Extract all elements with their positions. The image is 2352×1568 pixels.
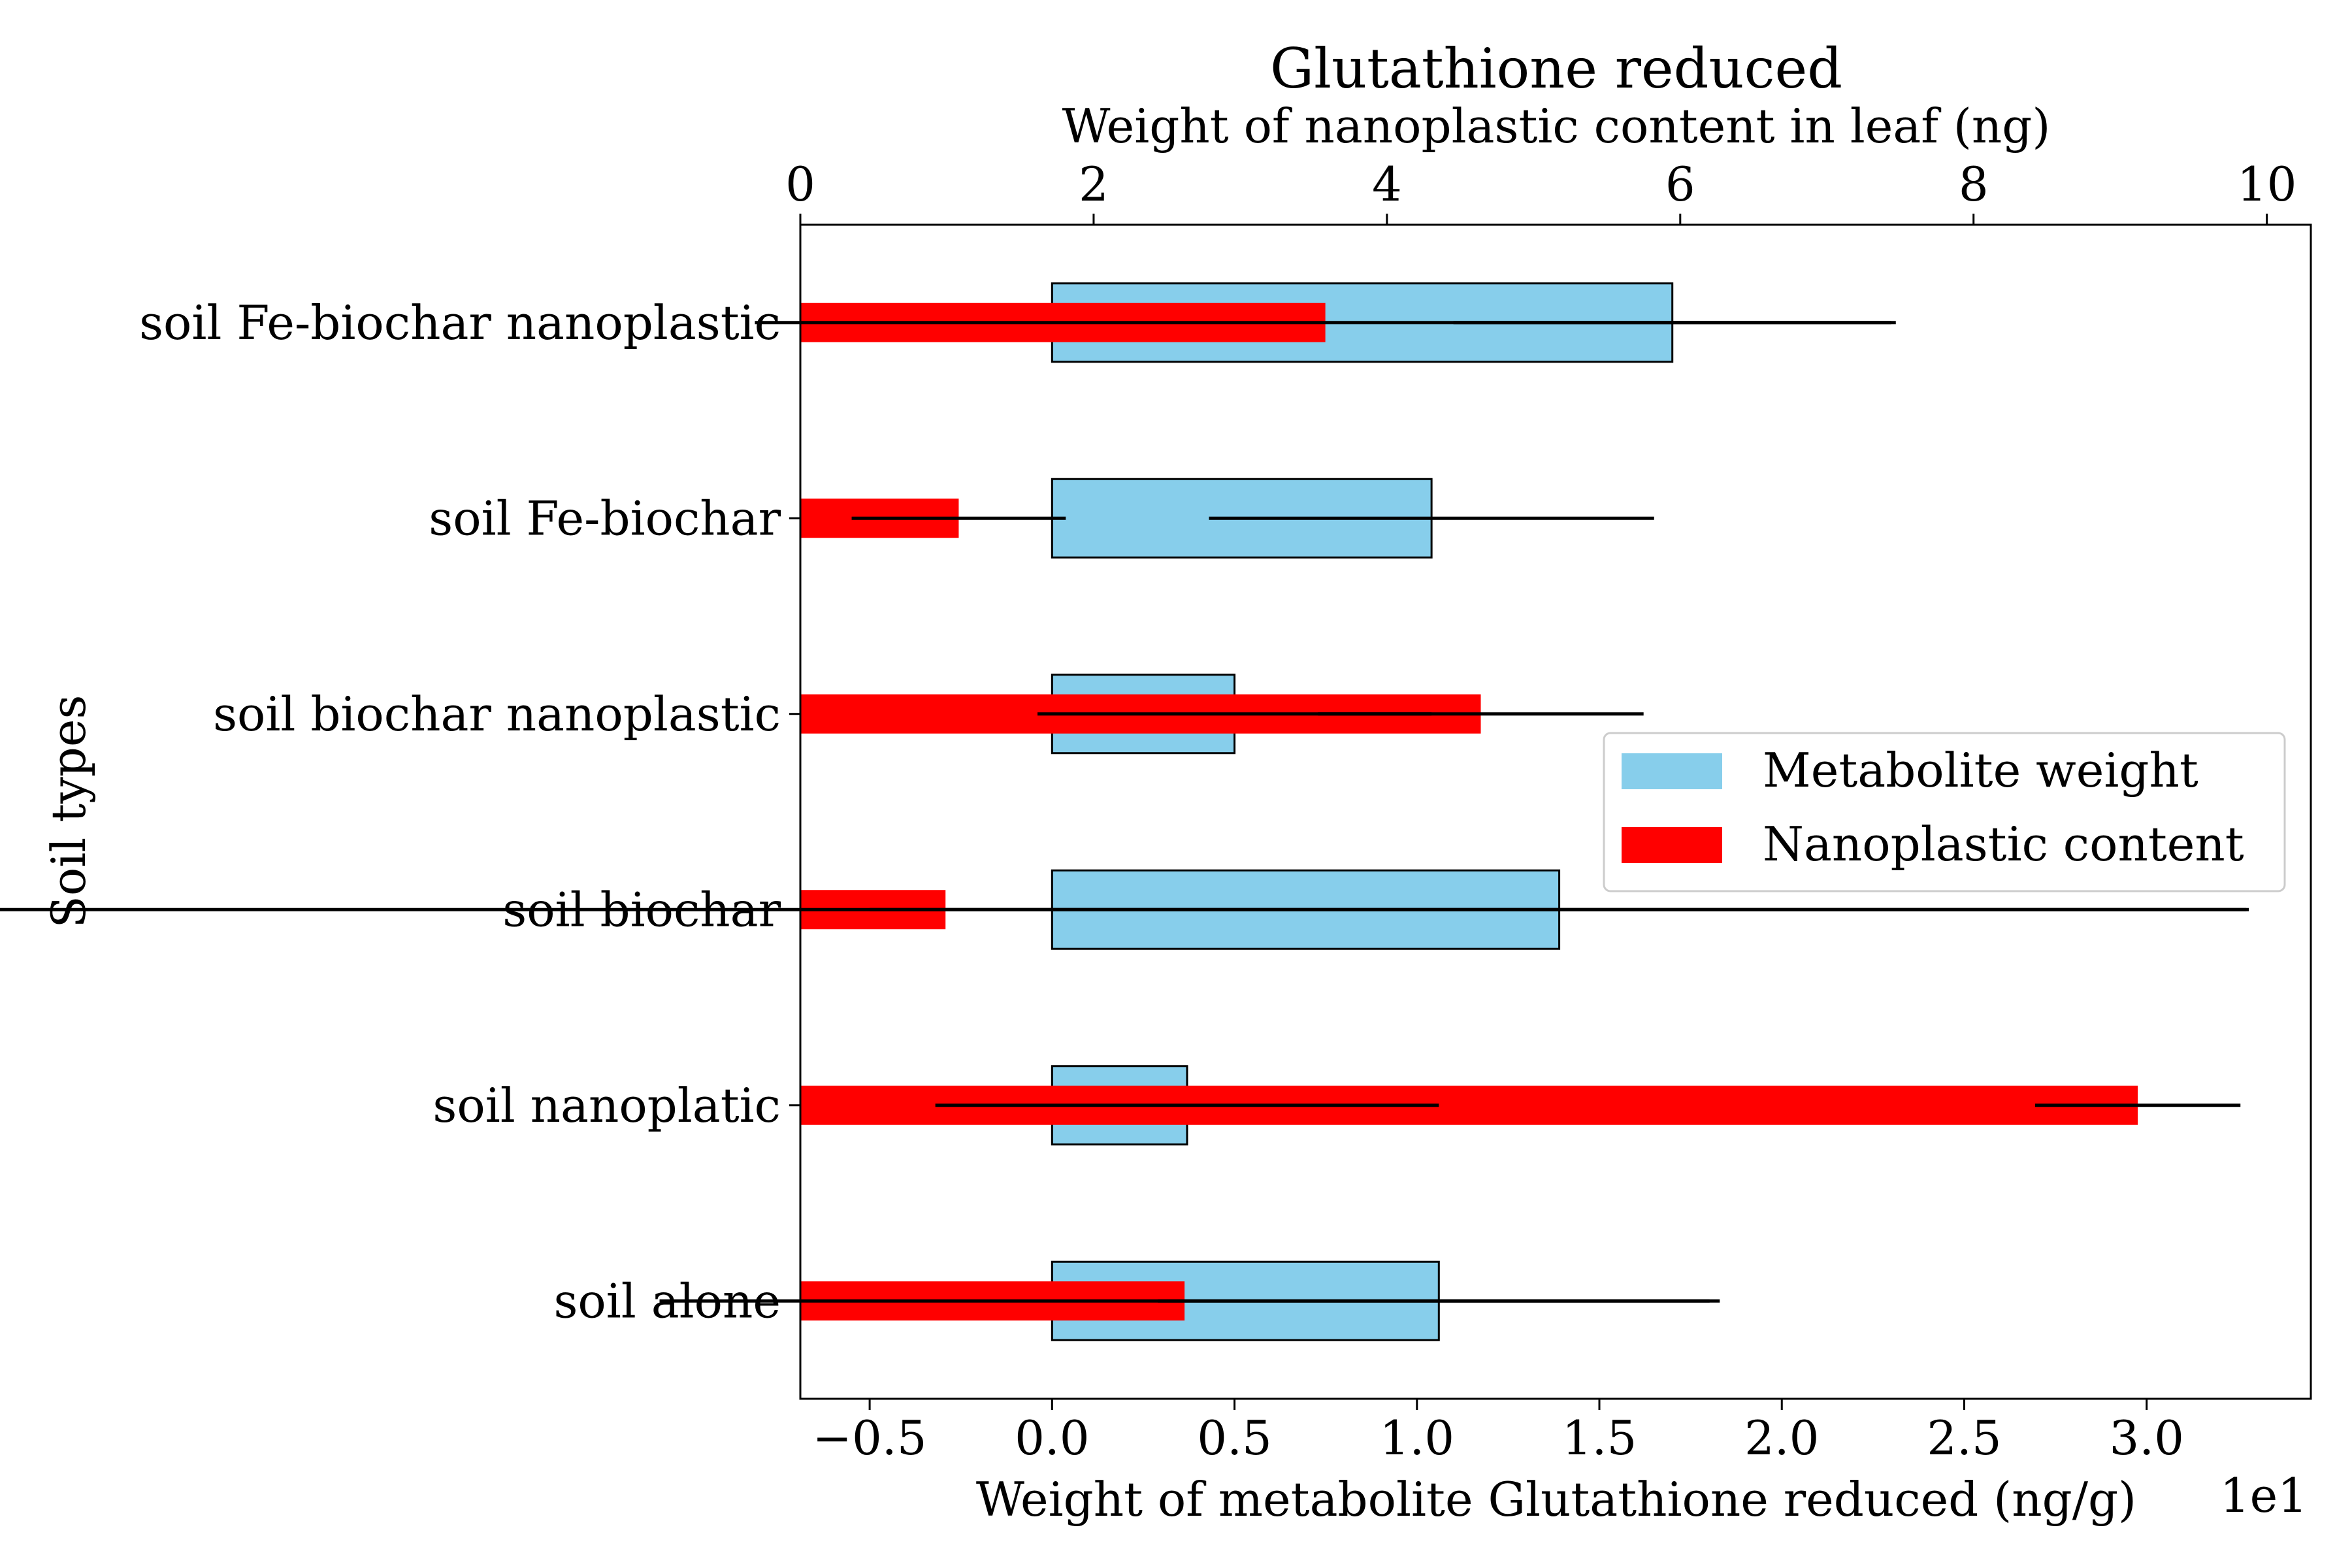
y-axis-tick-label: soil alone xyxy=(553,1273,781,1328)
legend-label-metabolite: Metabolite weight xyxy=(1763,743,2198,798)
top-axis-tick-label: 2 xyxy=(1079,157,1109,212)
bottom-axis-tick-label: 1.5 xyxy=(1562,1411,1637,1465)
legend-swatch-metabolite xyxy=(1622,753,1722,789)
chart-title: Glutathione reduced xyxy=(1270,37,1842,101)
top-axis-label: Weight of nanoplastic content in leaf (n… xyxy=(1062,99,2051,154)
legend-label-nanoplastic: Nanoplastic content xyxy=(1763,817,2244,872)
legend-frame xyxy=(1603,732,2286,892)
y-axis-tick-label: soil Fe-biochar xyxy=(429,491,781,546)
legend-swatch-nanoplastic xyxy=(1622,827,1722,863)
bottom-axis-label: Weight of metabolite Glutathione reduced… xyxy=(976,1472,2136,1527)
bottom-axis-tick-label: 0.5 xyxy=(1197,1411,1272,1465)
top-axis-tick-label: 10 xyxy=(2237,157,2297,212)
bottom-axis-tick-label: 0.0 xyxy=(1015,1411,1090,1465)
bottom-axis-tick-label: 1.0 xyxy=(1380,1411,1455,1465)
axis-scale-note: 1e1 xyxy=(2220,1468,2308,1523)
y-axis-tick-label: soil nanoplatic xyxy=(433,1078,781,1133)
top-axis-tick-label: 4 xyxy=(1372,157,1402,212)
top-axis-tick-label: 0 xyxy=(785,157,815,212)
bottom-axis-tick-label: 3.0 xyxy=(2109,1411,2184,1465)
bottom-axis-tick-label: 2.5 xyxy=(1927,1411,2002,1465)
y-axis-tick-label: soil biochar xyxy=(502,882,781,937)
top-axis-tick-label: 6 xyxy=(1665,157,1695,212)
top-axis-tick-label: 8 xyxy=(1959,157,1989,212)
plot-area: −0.5 0.0 0.5 1.0 1.5 2.0 2.5 3.0 0 2 4 6 8 10 soil Fe-… xyxy=(0,157,2312,1465)
y-axis-tick-label: soil biochar nanoplastic xyxy=(213,687,781,742)
bottom-axis-tick-label: 2.0 xyxy=(1744,1411,1820,1465)
y-axis-tick-label: soil Fe-biochar nanoplastic xyxy=(139,295,781,350)
plot-frame xyxy=(799,223,2312,1400)
y-axis-label: Soil types xyxy=(41,695,96,928)
bottom-axis-tick-label: −0.5 xyxy=(813,1411,927,1465)
legend: Metabolite weight Nanoplastic content xyxy=(1603,732,2286,892)
